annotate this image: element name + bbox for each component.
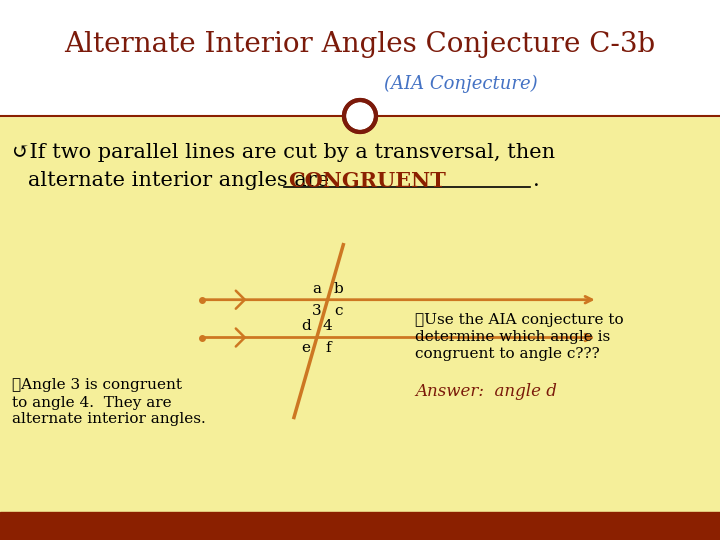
Bar (0, 0, 720, 116)
Text: Alternate Interior Angles Conjecture C-3b: Alternate Interior Angles Conjecture C-3… (64, 31, 656, 58)
Text: d: d (301, 320, 310, 334)
Text: Answer:  angle d: Answer: angle d (415, 383, 557, 400)
Text: 4: 4 (323, 320, 333, 334)
Circle shape (346, 102, 374, 130)
Bar (0, 512, 720, 540)
Text: e: e (301, 341, 310, 355)
Text: alternate interior angles.: alternate interior angles. (12, 413, 206, 427)
Bar (0, 116, 720, 512)
Text: c: c (334, 303, 343, 318)
Text: 3: 3 (312, 303, 321, 318)
Text: ➤Use the AIA conjecture to: ➤Use the AIA conjecture to (415, 313, 624, 327)
Text: alternate interior angles are: alternate interior angles are (28, 172, 329, 191)
Text: a: a (312, 282, 321, 296)
Text: determine which angle is: determine which angle is (415, 330, 611, 343)
Text: f: f (325, 341, 330, 355)
Text: ↺If two parallel lines are cut by a transversal, then: ↺If two parallel lines are cut by a tran… (12, 144, 555, 163)
Text: (AIA Conjecture): (AIA Conjecture) (384, 75, 538, 93)
Text: ➤Angle 3 is congruent: ➤Angle 3 is congruent (12, 379, 182, 393)
Text: b: b (334, 282, 343, 296)
Text: .: . (533, 172, 540, 191)
Text: to angle 4.  They are: to angle 4. They are (12, 395, 171, 409)
Text: CONGRUENT: CONGRUENT (288, 171, 446, 191)
Text: congruent to angle c???: congruent to angle c??? (415, 347, 600, 361)
